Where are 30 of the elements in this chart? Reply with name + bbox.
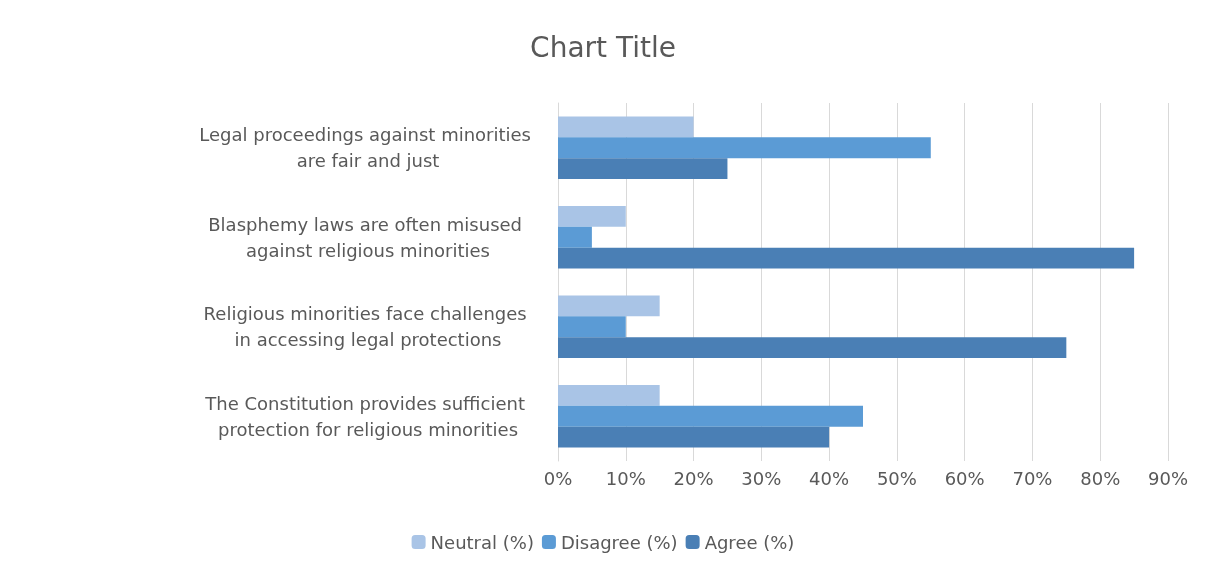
x-tick-label: 10% — [605, 467, 646, 489]
legend-label: Agree (%) — [704, 531, 795, 553]
bar — [558, 405, 863, 427]
legend-label: Neutral (%) — [430, 531, 534, 553]
x-tick-label: 0% — [543, 467, 573, 489]
bar — [558, 205, 626, 227]
y-tick-label: The Constitution provides sufficient protection for religious minorities — [204, 392, 531, 440]
x-tick-label: 30% — [741, 467, 782, 489]
x-tick-label: 70% — [1012, 467, 1053, 489]
bar — [558, 295, 660, 317]
bar — [558, 426, 830, 448]
bar — [558, 226, 592, 248]
bar — [558, 247, 1135, 269]
y-tick-label: Religious minorities face challenges in accessing legal protections — [203, 303, 533, 351]
chart-title: Chart Title — [530, 30, 676, 64]
x-tick-label: 90% — [1147, 467, 1189, 489]
bar — [558, 116, 694, 138]
y-tick-label: Blasphemy laws are often misused against religious minorities — [208, 213, 528, 261]
x-tick-label: 60% — [944, 467, 985, 489]
x-tick-label: 20% — [673, 467, 714, 489]
bar — [558, 384, 660, 406]
bar — [558, 316, 626, 338]
x-tick-label: 80% — [1080, 467, 1121, 489]
bar — [558, 337, 1067, 359]
bar — [558, 158, 728, 180]
x-tick-label: 40% — [809, 467, 850, 489]
legend-label: Disagree (%) — [560, 531, 678, 553]
y-tick-label: Legal proceedings against minorities are fair and just — [199, 124, 537, 172]
bar — [558, 137, 931, 159]
x-tick-label: 50% — [876, 467, 917, 489]
